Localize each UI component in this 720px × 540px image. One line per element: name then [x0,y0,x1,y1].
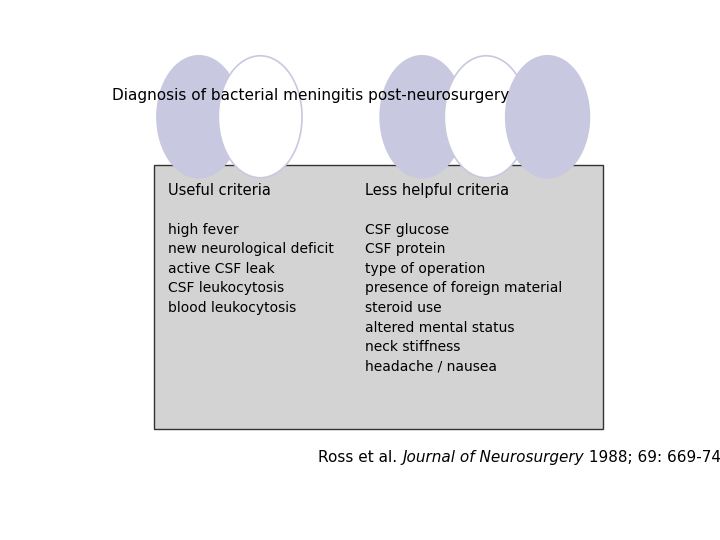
Text: neck stiffness: neck stiffness [365,340,461,354]
Text: Ross et al.: Ross et al. [318,450,402,465]
Text: active CSF leak: active CSF leak [168,262,275,276]
Text: type of operation: type of operation [365,262,485,276]
Text: Useful criteria: Useful criteria [168,183,271,198]
Text: altered mental status: altered mental status [365,321,515,334]
Text: presence of foreign material: presence of foreign material [365,281,562,295]
Ellipse shape [218,56,302,178]
Ellipse shape [444,56,528,178]
Ellipse shape [380,56,464,178]
Text: new neurological deficit: new neurological deficit [168,242,334,256]
Text: Journal of Neurosurgery: Journal of Neurosurgery [402,450,584,465]
Text: CSF protein: CSF protein [365,242,446,256]
Ellipse shape [157,56,240,178]
Text: headache / nausea: headache / nausea [365,360,498,374]
Text: CSF leukocytosis: CSF leukocytosis [168,281,284,295]
Text: Diagnosis of bacterial meningitis post-neurosurgery: Diagnosis of bacterial meningitis post-n… [112,87,510,103]
Text: steroid use: steroid use [365,301,442,315]
Text: blood leukocytosis: blood leukocytosis [168,301,297,315]
Text: Less helpful criteria: Less helpful criteria [365,183,510,198]
Text: 1988; 69: 669-74: 1988; 69: 669-74 [584,450,720,465]
Text: high fever: high fever [168,223,239,237]
Text: CSF glucose: CSF glucose [365,223,449,237]
Ellipse shape [505,56,590,178]
FancyBboxPatch shape [154,165,603,429]
